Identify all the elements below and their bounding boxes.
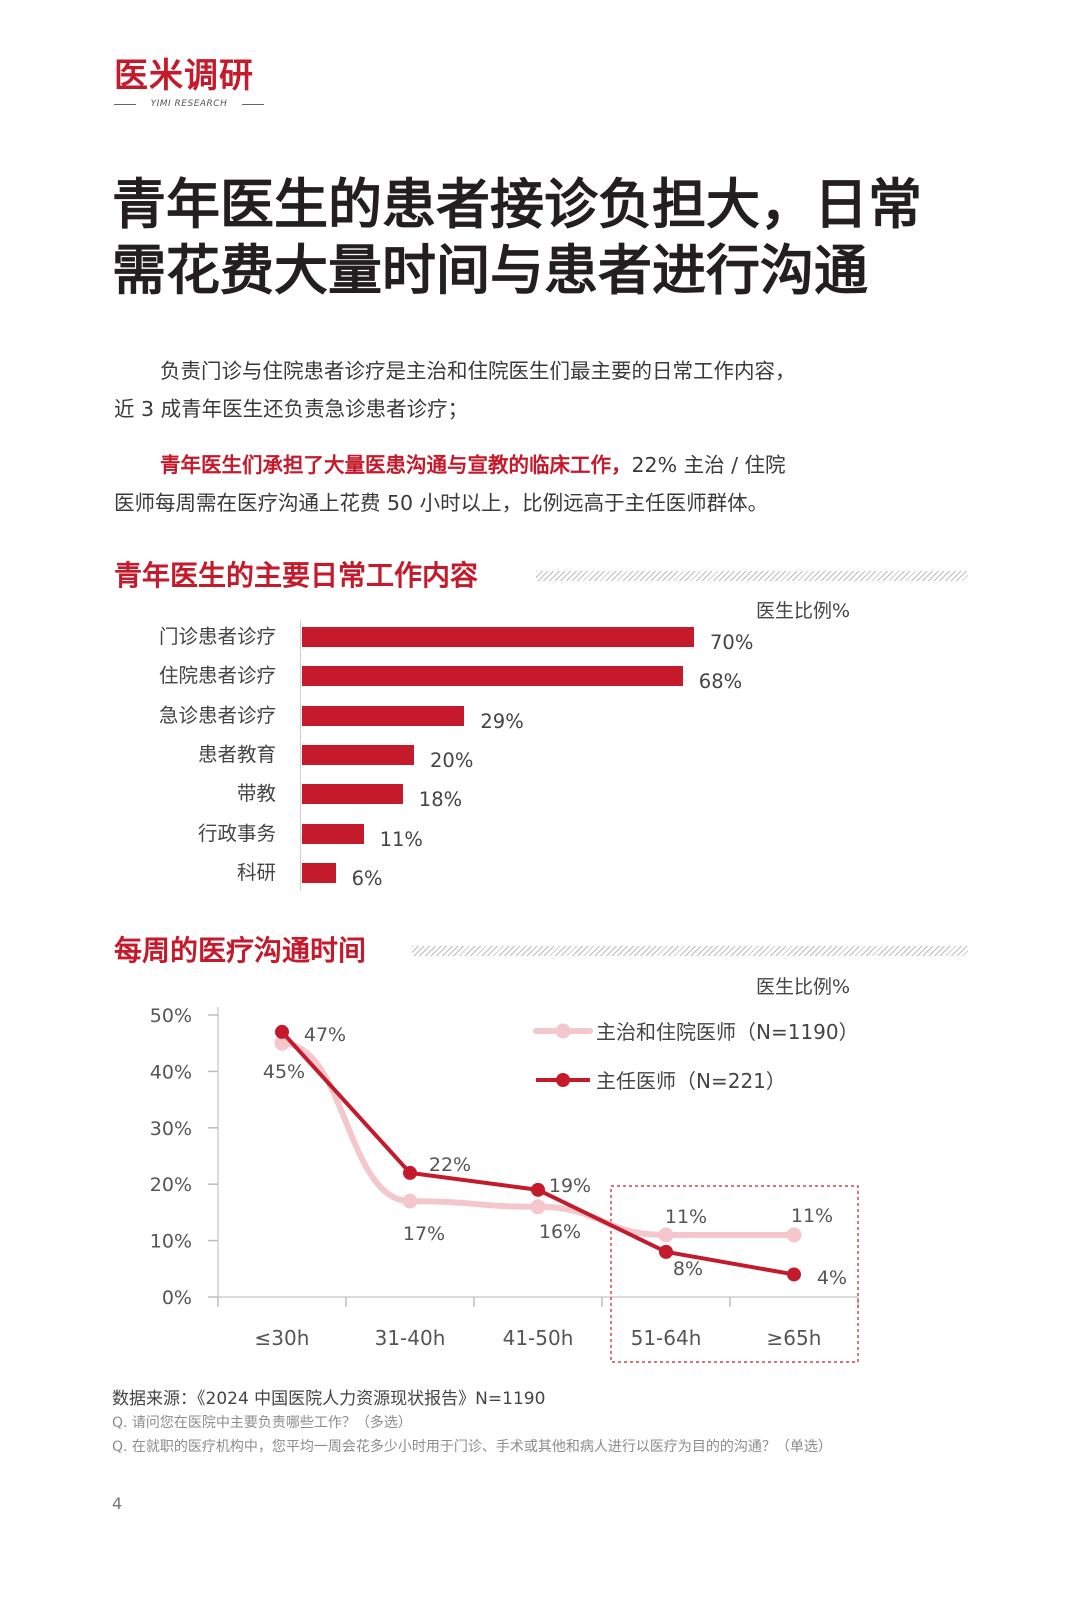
series-point-chief	[787, 1267, 801, 1282]
bar-row: 门诊患者诊疗 70%	[114, 622, 874, 654]
series-point-attending-resident	[530, 1199, 546, 1215]
highlight-box	[610, 1185, 859, 1363]
bar-row: 急诊患者诊疗 29%	[114, 701, 874, 733]
x-tick-label: 51-64h	[631, 1326, 702, 1350]
data-source: 数据来源：《2024 中国医院人力资源现状报告》N=1190	[112, 1389, 546, 1409]
series-point-chief	[275, 1024, 289, 1039]
bar-row: 带教 18%	[114, 779, 874, 811]
series-point-attending-resident	[274, 1035, 290, 1051]
section-divider-hatch-2	[412, 946, 968, 956]
bar-value-label: 68%	[698, 670, 743, 694]
bar	[302, 823, 364, 844]
series-point-chief	[531, 1182, 545, 1197]
brand-sub: YIMI RESEARCH	[114, 98, 264, 110]
bar-value-label: 18%	[418, 788, 463, 812]
survey-question-2: Q. 在就职的医疗机构中，您平均一周会花多少小时用于门诊、手术或其他和病人进行以…	[112, 1439, 832, 1455]
bar-row: 住院患者诊疗 68%	[114, 661, 874, 693]
survey-question-1: Q. 请问您在医院中主要负责哪些工作？（多选）	[112, 1415, 412, 1431]
section-title-work-content: 青年医生的主要日常工作内容	[114, 559, 479, 592]
section-title-communication-time: 每周的医疗沟通时间	[114, 934, 367, 967]
bar-row: 科研 6%	[114, 858, 874, 890]
y-tick-label: 0%	[162, 1287, 192, 1309]
x-tick-label: ≥65h	[767, 1326, 822, 1350]
series-point-chief	[659, 1244, 673, 1259]
data-label-chief: 8%	[673, 1258, 703, 1280]
page-title-line-2: 需花费大量时间与患者进行沟通	[112, 239, 868, 302]
bar	[302, 744, 414, 765]
line-chart-unit-label: 医生比例%	[756, 976, 851, 998]
bar	[302, 666, 683, 687]
y-tick-label: 30%	[150, 1118, 192, 1140]
brand-logo: 医米调研 YIMI RESEARCH	[114, 56, 264, 112]
bar-value-label: 29%	[480, 709, 524, 733]
bar-category-label: 急诊患者诊疗	[158, 703, 276, 727]
logo-rule-right	[242, 104, 264, 105]
bar-category-label: 带教	[236, 782, 276, 806]
intro-highlight: 青年医生们承担了大量医患沟通与宣教的临床工作，	[160, 453, 632, 477]
y-tick-label: 20%	[150, 1174, 192, 1196]
bar-row: 患者教育 20%	[114, 740, 874, 772]
intro-p2-line-1-rest: 22% 主治 / 住院	[631, 453, 786, 477]
data-label-chief: 19%	[549, 1175, 591, 1197]
series-point-attending-resident	[402, 1193, 418, 1209]
bar-category-label: 科研	[236, 860, 276, 884]
series-point-attending-resident	[786, 1227, 802, 1243]
intro-p1-line-1: 负责门诊与住院患者诊疗是主治和住院医生们最主要的日常工作内容，	[160, 359, 796, 383]
page-title: 青年医生的患者接诊负担大，日常 需花费大量时间与患者进行沟通	[112, 172, 972, 304]
y-tick-label: 50%	[150, 1005, 192, 1027]
bar-row: 行政事务 11%	[114, 819, 874, 851]
data-label-chief: 4%	[817, 1267, 847, 1289]
logo-rule-left	[114, 104, 136, 105]
x-tick-label: ≤30h	[255, 1326, 310, 1350]
series-line-attending-resident	[279, 1040, 797, 1238]
data-label-chief: 47%	[304, 1024, 346, 1046]
data-label-attending-resident: 11%	[665, 1206, 707, 1228]
bar-value-label: 6%	[351, 866, 383, 890]
y-tick-label: 10%	[150, 1231, 192, 1253]
x-tick-label: 41-50h	[503, 1326, 574, 1350]
intro-paragraph-2: 青年医生们承担了大量医患沟通与宣教的临床工作，22% 主治 / 住院 医师每周需…	[114, 446, 934, 522]
legend-label-chief: 主任医师（N=221）	[596, 1069, 786, 1093]
intro-p2-line-1: 青年医生们承担了大量医患沟通与宣教的临床工作，22% 主治 / 住院	[114, 446, 934, 484]
legend-label-attending-resident: 主治和住院医师（N=1190）	[596, 1020, 859, 1044]
data-label-chief: 22%	[429, 1154, 471, 1176]
bar-value-label: 20%	[430, 748, 474, 772]
page-number: 4	[112, 1494, 123, 1513]
x-tick-label: 31-40h	[375, 1326, 446, 1350]
series-point-chief	[403, 1165, 417, 1180]
bar-category-label: 患者教育	[197, 742, 276, 766]
series-point-attending-resident	[658, 1227, 674, 1243]
bar	[302, 627, 694, 647]
brand-subtitle: YIMI RESEARCH	[150, 99, 228, 109]
section-divider-hatch	[536, 571, 968, 581]
intro-paragraph-1: 负责门诊与住院患者诊疗是主治和住院医生们最主要的日常工作内容， 近 3 成青年医…	[114, 352, 934, 428]
bar-chart-unit-label: 医生比例%	[756, 600, 851, 622]
intro-p1-line-2: 近 3 成青年医生还负责急诊患者诊疗；	[114, 397, 469, 421]
data-label-attending-resident: 11%	[791, 1205, 833, 1227]
brand-name: 医米调研	[114, 56, 254, 96]
bar-value-label: 70%	[710, 631, 754, 654]
bar-category-label: 行政事务	[197, 821, 276, 845]
bar-value-label: 11%	[379, 827, 423, 851]
bar	[302, 705, 465, 726]
data-label-attending-resident: 17%	[403, 1223, 445, 1245]
legend-marker-chief	[556, 1073, 570, 1087]
bar-category-label: 门诊患者诊疗	[158, 625, 276, 648]
bar	[302, 784, 403, 805]
data-label-attending-resident: 16%	[539, 1221, 581, 1243]
bar-chart-axis	[300, 620, 301, 890]
intro-p2-line-2: 医师每周需在医疗沟通上花费 50 小时以上，比例远高于主任医师群体。	[114, 491, 769, 515]
page-title-line-1: 青年医生的患者接诊负担大，日常	[112, 173, 922, 236]
bar-category-label: 住院患者诊疗	[158, 664, 276, 688]
bar	[302, 862, 336, 883]
y-tick-label: 40%	[150, 1061, 192, 1083]
data-label-attending-resident: 45%	[263, 1061, 305, 1083]
legend-marker-attending-resident	[555, 1023, 571, 1039]
